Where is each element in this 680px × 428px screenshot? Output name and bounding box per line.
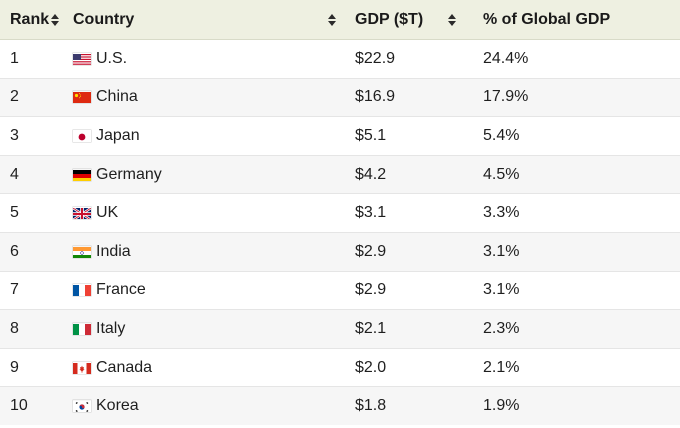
pct-cell: 24.4% [473,39,680,79]
header-pct[interactable]: % of Global GDP [473,0,680,40]
table-row[interactable]: 7 France $2.9 3.1% [0,270,680,310]
gdp-cell: $2.1 [345,309,473,349]
rank-cell: 5 [0,193,63,233]
india-flag-icon [73,246,91,258]
korea-flag-icon [73,400,91,413]
gdp-cell: $4.2 [345,154,473,194]
country-cell: India [63,231,345,272]
country-cell: France [63,270,345,310]
country-cell: Japan [63,116,345,156]
canada-flag-icon [73,362,91,374]
table-header-row: Rank Country GDP ($T) % of Global GDP [0,0,680,40]
rank-cell: 7 [0,270,63,310]
table-body: 1 U.S. $22.9 24.4% 2 China $16.9 17.9% 3 Japan $5.… [0,39,680,426]
country-cell: China [63,77,345,117]
country-cell: Germany [63,154,345,194]
country-cell: Canada [63,347,345,387]
table-row[interactable]: 5 UK $3.1 3.3% [0,193,680,233]
sort-icon[interactable] [327,12,337,28]
pct-cell: 5.4% [473,116,680,156]
sort-icon[interactable] [50,12,60,28]
us-flag-icon [73,53,91,65]
country-name[interactable]: France [96,281,146,299]
rank-cell: 1 [0,39,63,79]
gdp-cell: $1.8 [345,386,473,426]
japan-flag-icon [73,130,91,142]
sort-icon[interactable] [447,12,457,28]
country-name[interactable]: Korea [96,397,139,415]
italy-flag-icon [73,323,91,335]
country-name[interactable]: Germany [96,165,162,183]
header-gdp[interactable]: GDP ($T) [345,0,473,40]
country-name[interactable]: Canada [96,358,153,376]
gdp-cell: $16.9 [345,77,473,117]
table-row[interactable]: 9 Canada $2.0 2.1% [0,347,680,387]
country-name[interactable]: India [96,242,131,260]
header-country[interactable]: Country [63,0,345,40]
rank-cell: 3 [0,116,63,156]
country-name[interactable]: Italy [96,319,126,337]
country-name[interactable]: China [96,88,138,106]
france-flag-icon [73,284,91,297]
uk-flag-icon [73,207,91,220]
country-cell: Korea [63,386,345,426]
pct-cell: 4.5% [473,154,680,194]
country-cell: UK [63,193,345,233]
header-gdp-label: GDP ($T) [355,10,424,28]
table-row[interactable]: 10 Korea $1.8 1.9% [0,386,680,426]
gdp-cell: $3.1 [345,193,473,233]
gdp-cell: $2.9 [345,270,473,310]
rank-cell: 8 [0,309,63,349]
table-row[interactable]: 3 Japan $5.1 5.4% [0,116,680,156]
rank-cell: 10 [0,386,63,426]
pct-cell: 1.9% [473,386,680,426]
country-cell: Italy [63,309,345,349]
gdp-cell: $2.9 [345,231,473,272]
table-row[interactable]: 8 Italy $2.1 2.3% [0,309,680,349]
header-country-label: Country [73,10,135,28]
country-name[interactable]: Japan [96,126,140,144]
rank-cell: 2 [0,77,63,117]
table-row[interactable]: 2 China $16.9 17.9% [0,77,680,117]
pct-cell: 2.3% [473,309,680,349]
rank-cell: 6 [0,231,63,272]
gdp-cell: $22.9 [345,39,473,79]
pct-cell: 17.9% [473,77,680,117]
table-row[interactable]: 1 U.S. $22.9 24.4% [0,39,680,79]
table-row[interactable]: 6 India $2.9 3.1% [0,231,680,272]
header-pct-label: % of Global GDP [483,10,611,28]
gdp-cell: $5.1 [345,116,473,156]
pct-cell: 3.1% [473,270,680,310]
gdp-cell: $2.0 [345,347,473,387]
country-name[interactable]: UK [96,204,119,222]
pct-cell: 2.1% [473,347,680,387]
rank-cell: 4 [0,154,63,194]
header-rank-label: Rank [10,10,50,28]
pct-cell: 3.1% [473,231,680,272]
header-rank[interactable]: Rank [0,0,63,40]
country-name[interactable]: U.S. [96,49,128,67]
table-row[interactable]: 4 Germany $4.2 4.5% [0,154,680,194]
china-flag-icon [73,91,91,104]
pct-cell: 3.3% [473,193,680,233]
germany-flag-icon [73,169,91,181]
rank-cell: 9 [0,347,63,387]
country-cell: U.S. [63,39,345,79]
